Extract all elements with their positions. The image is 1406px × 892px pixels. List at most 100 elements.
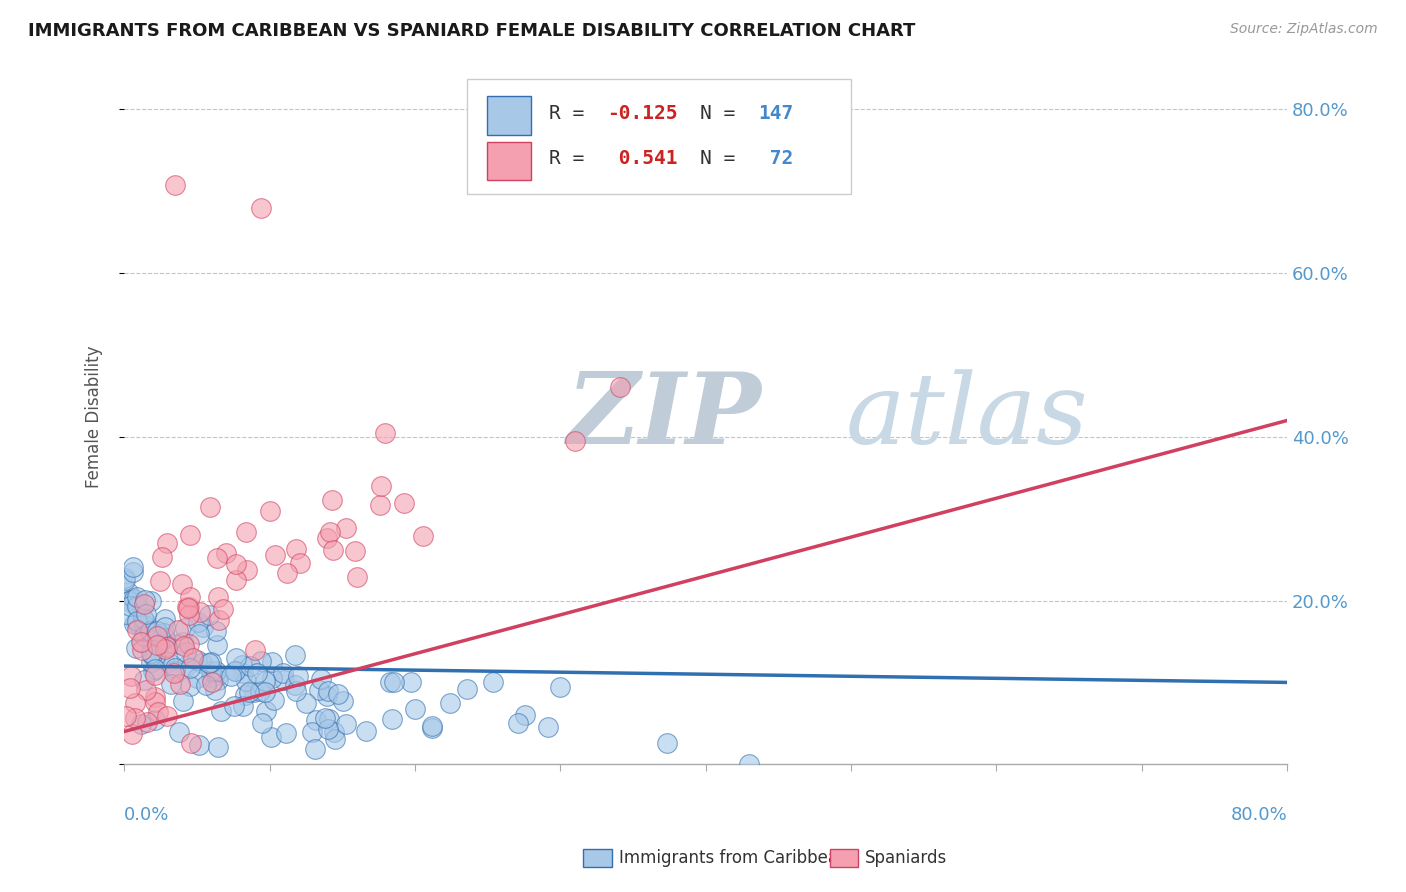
Point (224, 664, 246, 678)
Text: Spaniards: Spaniards (865, 849, 946, 867)
Point (195, 678, 218, 692)
Point (121, 727, 143, 741)
Point (179, 608, 201, 623)
Point (380, 674, 402, 689)
Point (172, 635, 194, 649)
Point (231, 658, 253, 673)
Point (290, 556, 312, 570)
Point (122, 560, 145, 574)
Point (249, 684, 271, 698)
Text: Immigrants from Caribbean: Immigrants from Caribbean (619, 849, 848, 867)
Point (174, 621, 197, 635)
Point (316, 722, 339, 736)
Point (132, 673, 155, 688)
Point (200, 665, 222, 679)
Point (456, 681, 478, 696)
Point (401, 674, 423, 689)
Point (481, 675, 503, 690)
Point (346, 570, 368, 584)
Point (141, 633, 163, 648)
Point (115, 708, 138, 723)
Point (287, 669, 309, 683)
Point (122, 616, 145, 631)
Point (122, 592, 145, 607)
Point (243, 684, 266, 698)
Point (179, 661, 201, 675)
Point (224, 665, 246, 679)
Point (197, 607, 219, 622)
Point (155, 612, 177, 626)
Point (188, 739, 211, 753)
Point (129, 717, 152, 731)
Point (177, 636, 200, 650)
Text: 0.541: 0.541 (607, 150, 678, 169)
Point (374, 426, 396, 441)
Point (139, 656, 162, 670)
Point (134, 618, 156, 632)
Point (207, 739, 229, 754)
Point (167, 637, 190, 651)
Point (143, 690, 166, 704)
Point (236, 563, 259, 577)
Point (124, 711, 146, 725)
Point (309, 672, 332, 686)
Point (167, 624, 190, 638)
Point (254, 704, 277, 718)
Point (156, 536, 179, 550)
Point (200, 670, 222, 684)
Point (354, 724, 377, 739)
Point (262, 655, 284, 669)
FancyBboxPatch shape (467, 79, 851, 194)
Point (254, 673, 277, 688)
Point (179, 679, 201, 693)
Point (204, 683, 226, 698)
Point (225, 651, 247, 665)
Point (222, 698, 245, 713)
Point (186, 653, 208, 667)
Point (274, 726, 297, 740)
Point (125, 599, 148, 613)
Point (174, 659, 197, 673)
Point (114, 571, 136, 585)
Point (609, 380, 631, 394)
Point (548, 680, 571, 694)
Point (420, 721, 443, 735)
Point (146, 627, 169, 641)
Point (332, 694, 354, 708)
Point (134, 597, 156, 611)
Point (187, 615, 209, 629)
Point (146, 629, 169, 643)
Text: 72: 72 (758, 150, 793, 169)
Point (141, 648, 163, 663)
Point (284, 648, 307, 662)
Point (232, 698, 254, 713)
Point (136, 715, 159, 730)
Point (235, 524, 257, 539)
Point (117, 585, 139, 599)
Text: N =: N = (700, 150, 747, 169)
Point (259, 731, 281, 745)
Point (145, 634, 167, 648)
Point (305, 713, 328, 727)
Point (149, 632, 172, 646)
FancyBboxPatch shape (486, 142, 531, 180)
Point (295, 697, 318, 711)
Point (225, 558, 247, 572)
Point (254, 685, 277, 699)
Point (246, 666, 269, 681)
Point (326, 687, 349, 701)
Point (156, 640, 179, 655)
Point (179, 736, 201, 750)
Point (146, 638, 169, 652)
Point (197, 656, 219, 670)
Point (165, 664, 187, 678)
Point (122, 566, 145, 580)
Point (207, 673, 229, 687)
Point (215, 546, 238, 560)
Point (125, 616, 148, 631)
Point (149, 574, 172, 588)
Point (412, 529, 434, 543)
Point (250, 715, 273, 730)
Point (207, 668, 229, 682)
Point (285, 541, 308, 556)
